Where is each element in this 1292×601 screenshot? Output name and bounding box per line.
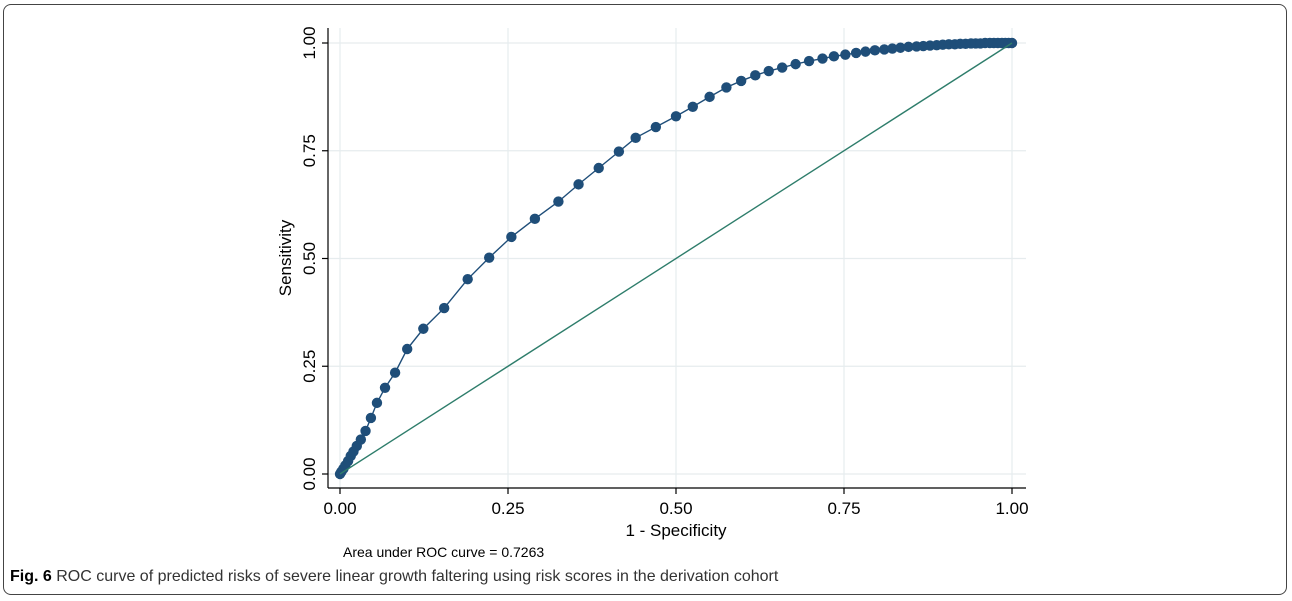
tick-labels: 0.00 0.25 0.50 0.75 1.00 0.00 0.25 0.50 0.75 1.00 (300, 26, 1029, 518)
roc-point (840, 49, 851, 60)
roc-point (389, 367, 401, 378)
axes (322, 28, 1026, 494)
roc-point (573, 179, 584, 190)
reference-line (339, 42, 1013, 475)
x-tick-label: 0.00 (323, 499, 356, 518)
roc-point (379, 382, 391, 393)
roc-point (462, 273, 473, 285)
figure-caption: Fig. 6 ROC curve of predicted risks of s… (10, 568, 778, 586)
roc-point (776, 62, 788, 73)
roc-point (418, 323, 429, 334)
caption-label: Fig. 6 (10, 568, 52, 585)
roc-point (355, 434, 367, 445)
roc-point (860, 46, 871, 57)
roc-point (750, 70, 761, 81)
caption-text: ROC curve of predicted risks of severe l… (51, 568, 779, 585)
roc-point (687, 101, 698, 112)
y-tick-label: 0.75 (300, 134, 319, 167)
x-tick-label: 1.00 (995, 499, 1028, 518)
roc-point (735, 75, 747, 87)
roc-point (438, 302, 450, 314)
roc-point (670, 111, 682, 122)
roc-point (879, 44, 890, 55)
roc-point (721, 82, 732, 93)
roc-point (803, 55, 815, 67)
roc-point (763, 65, 774, 77)
roc-point (402, 343, 413, 355)
roc-point (630, 132, 641, 144)
roc-point (553, 196, 564, 207)
roc-point (887, 43, 898, 54)
x-tick-label: 0.25 (491, 499, 524, 518)
figure-frame (3, 4, 1287, 595)
roc-point (593, 162, 604, 174)
roc-point (360, 425, 371, 437)
roc-point (704, 91, 715, 103)
roc-point (828, 51, 840, 62)
roc-point (817, 53, 828, 64)
auc-annotation: Area under ROC curve = 0.7263 (343, 544, 545, 560)
roc-point (895, 42, 906, 53)
roc-point (790, 58, 801, 70)
roc-point (613, 146, 625, 157)
y-tick-label: 1.00 (300, 26, 319, 59)
x-axis-label: 1 - Specificity (625, 521, 727, 540)
y-axis-label: Sensitivity (276, 219, 295, 296)
roc-point (483, 252, 495, 263)
roc-point (371, 397, 383, 409)
series-layer (334, 37, 1018, 480)
x-tick-label: 0.75 (827, 499, 860, 518)
roc-point (869, 45, 881, 56)
y-tick-label: 0.50 (300, 242, 319, 275)
roc-point (903, 41, 914, 53)
roc-point (650, 121, 662, 133)
y-tick-label: 0.25 (300, 350, 319, 383)
roc-point (506, 231, 517, 243)
x-tick-label: 0.50 (659, 499, 692, 518)
roc-point (529, 213, 541, 225)
roc-point (365, 412, 377, 424)
y-tick-label: 0.00 (300, 457, 319, 490)
roc-point (850, 47, 862, 59)
